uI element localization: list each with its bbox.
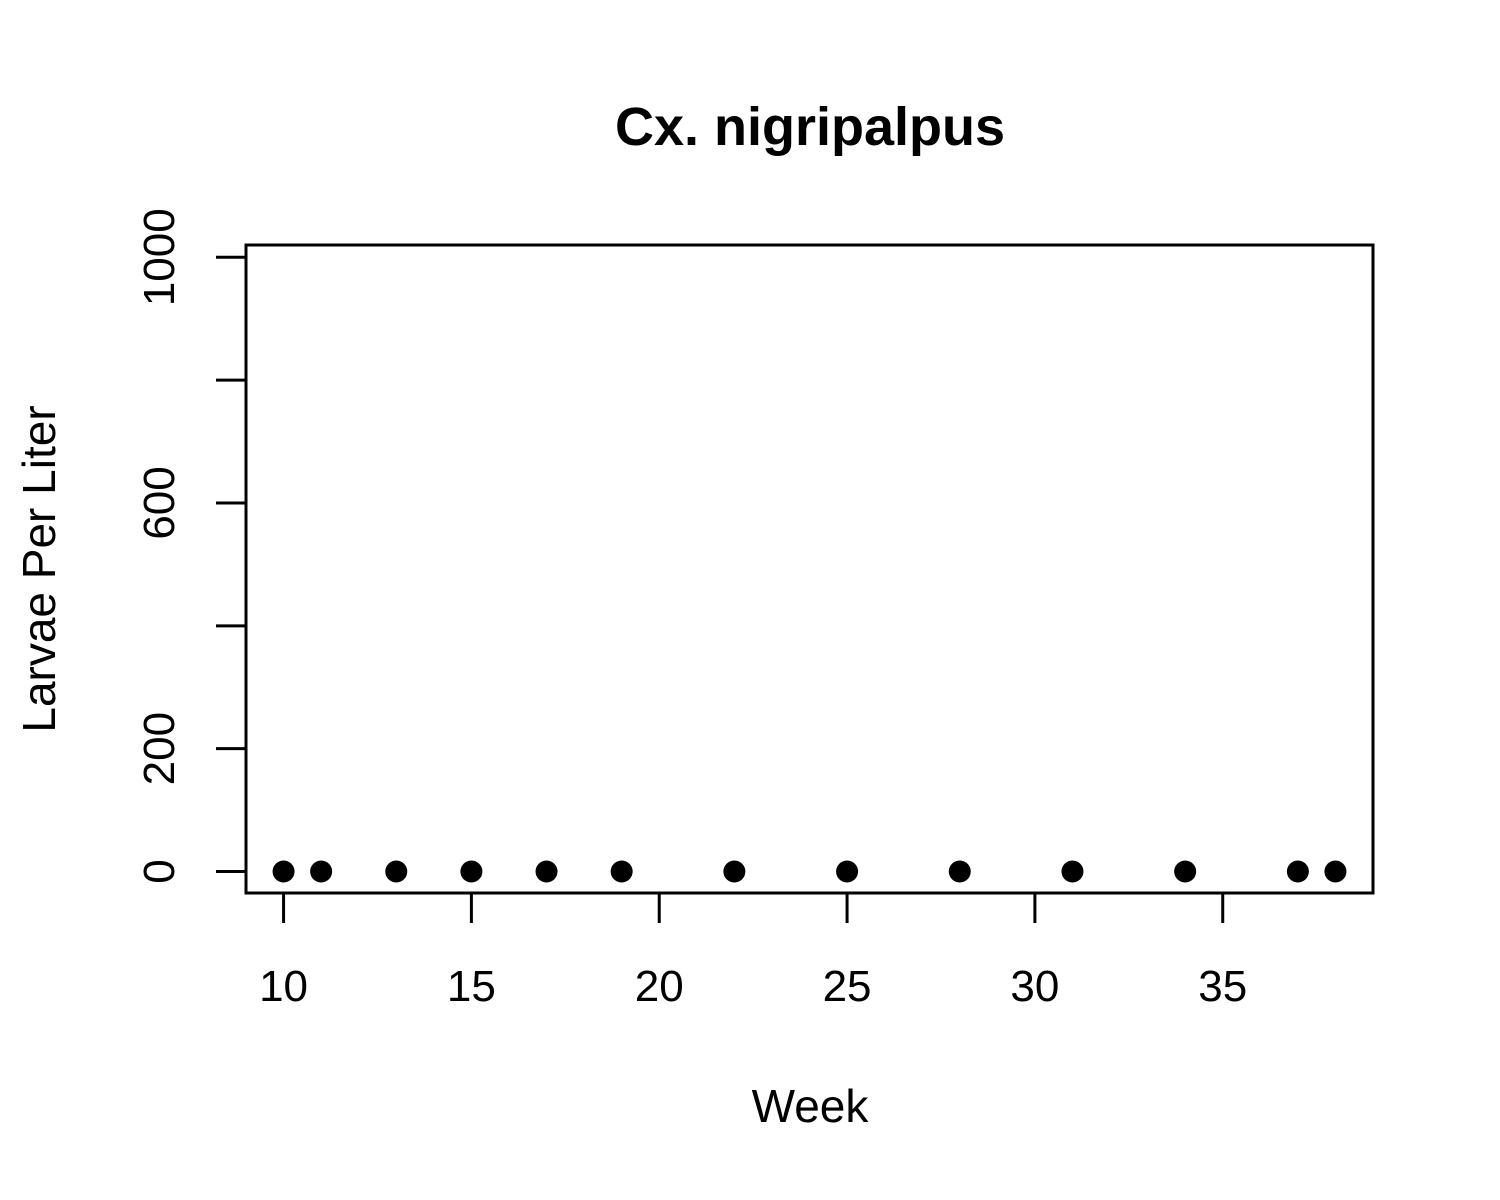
data-point bbox=[310, 860, 333, 883]
x-tick-label: 15 bbox=[447, 962, 496, 1011]
x-axis: 10 15 20 25 30 35 bbox=[259, 893, 1247, 1011]
y-tick-label: 200 bbox=[135, 712, 184, 785]
y-tick-label: 1000 bbox=[135, 208, 184, 306]
x-tick-label: 25 bbox=[823, 962, 872, 1011]
data-point bbox=[836, 860, 859, 883]
y-axis: 0 200 600 1000 bbox=[135, 208, 246, 884]
data-point bbox=[1324, 860, 1347, 883]
data-point bbox=[1174, 860, 1197, 883]
chart-title: Cx. nigripalpus bbox=[615, 97, 1005, 157]
data-point bbox=[460, 860, 483, 883]
y-tick-label: 600 bbox=[135, 466, 184, 539]
x-tick-label: 10 bbox=[259, 962, 308, 1011]
y-tick-label: 0 bbox=[135, 859, 184, 883]
data-point bbox=[535, 860, 558, 883]
x-tick-label: 20 bbox=[635, 962, 684, 1011]
x-axis-label: Week bbox=[752, 1080, 870, 1132]
data-point bbox=[610, 860, 633, 883]
x-tick-label: 35 bbox=[1198, 962, 1247, 1011]
data-point bbox=[1286, 860, 1309, 883]
plot-frame bbox=[244, 243, 1375, 895]
x-tick-label: 30 bbox=[1010, 962, 1059, 1011]
data-points bbox=[272, 860, 1347, 883]
data-point bbox=[948, 860, 971, 883]
data-point bbox=[385, 860, 408, 883]
data-point bbox=[272, 860, 295, 883]
data-point bbox=[1061, 860, 1084, 883]
y-axis-label: Larvae Per Liter bbox=[13, 405, 65, 732]
data-point bbox=[723, 860, 746, 883]
